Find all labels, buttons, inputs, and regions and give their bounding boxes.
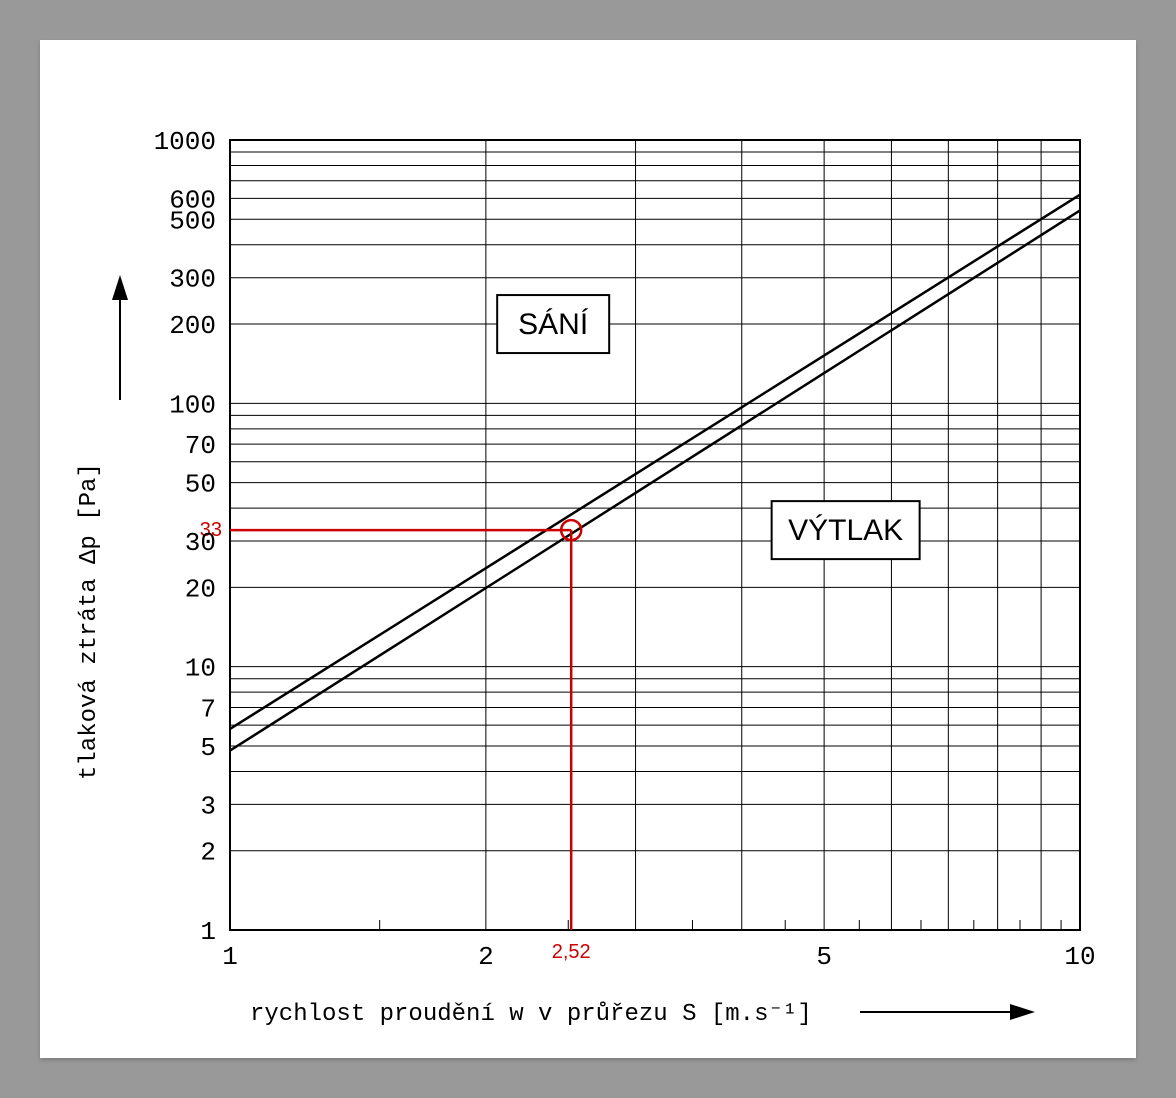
x-tick-label: 2 — [478, 942, 494, 972]
y-axis-label: tlaková ztráta Δp [Pa] — [76, 463, 103, 780]
y-tick-label: 50 — [185, 470, 216, 500]
x-axis-label: rychlost proudění w v průřezu S [m.s⁻¹] — [250, 1001, 812, 1028]
x-tick-label: 10 — [1064, 942, 1095, 972]
y-tick-label: 5 — [200, 733, 216, 763]
pressure-loss-chart: SÁNÍVÝTLAK332,52123571020305070100200300… — [40, 40, 1136, 1058]
region-label: VÝTLAK — [788, 514, 903, 547]
y-tick-label: 300 — [169, 265, 216, 295]
y-tick-label: 1000 — [154, 127, 216, 157]
x-axis-arrowhead — [1010, 1004, 1035, 1020]
y-tick-label: 30 — [185, 528, 216, 558]
y-axis-arrowhead — [112, 275, 128, 300]
frame: SÁNÍVÝTLAK332,52123571020305070100200300… — [0, 0, 1176, 1098]
y-tick-label: 2 — [200, 838, 216, 868]
y-tick-label: 200 — [169, 311, 216, 341]
y-tick-label: 600 — [169, 185, 216, 215]
x-tick-label: 5 — [816, 942, 832, 972]
region-label: SÁNÍ — [518, 308, 589, 341]
y-tick-label: 10 — [185, 654, 216, 684]
paper: SÁNÍVÝTLAK332,52123571020305070100200300… — [40, 40, 1136, 1058]
y-tick-label: 7 — [200, 694, 216, 724]
y-tick-label: 20 — [185, 574, 216, 604]
marker-x-label: 2,52 — [552, 941, 591, 963]
y-tick-label: 3 — [200, 791, 216, 821]
y-tick-label: 100 — [169, 390, 216, 420]
y-tick-label: 70 — [185, 431, 216, 461]
y-tick-label: 1 — [200, 917, 216, 947]
plot-border — [230, 140, 1080, 930]
x-tick-label: 1 — [222, 942, 238, 972]
series-VÝTLAK — [230, 210, 1080, 750]
